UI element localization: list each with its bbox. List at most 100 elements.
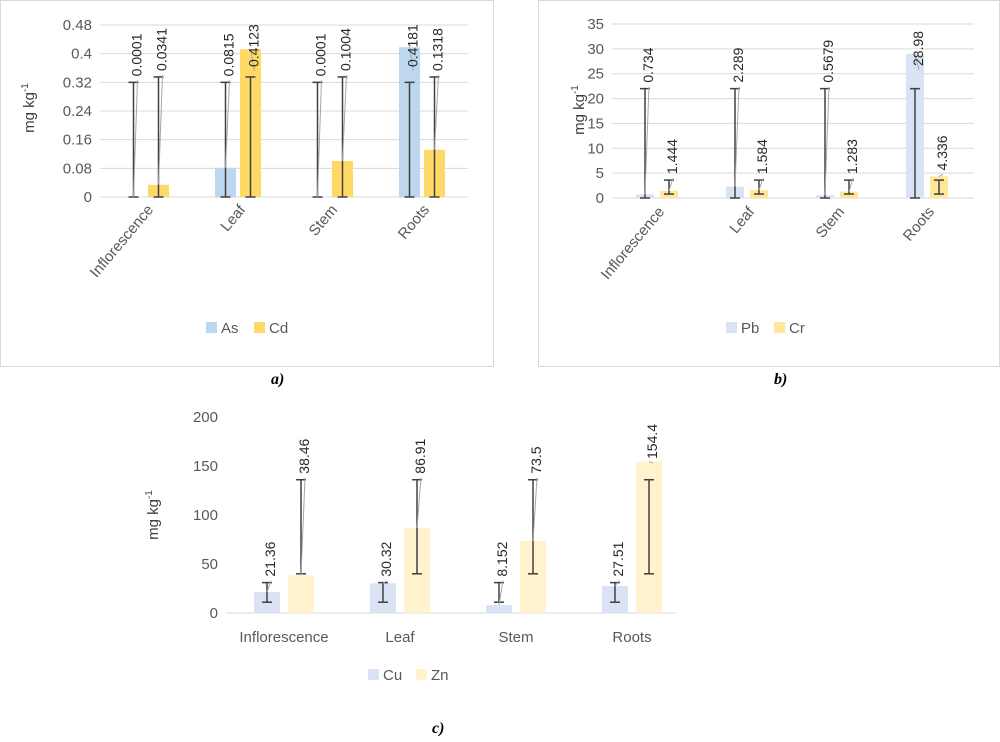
caption-c: c) [432,720,445,737]
x-tick-label: Leaf [726,203,758,237]
y-tick-label: 50 [201,556,218,573]
chart-a-frame [0,0,494,367]
data-label-Cr-stem: 1.283 [844,139,860,174]
chart-a-panel: 0 0.08 0.16 0.24 0.32 0.4 0.48 mg kg-1 0.0001 0.0… [0,0,494,367]
y-tick-label: 0.08 [63,160,92,177]
y-tick-label: 25 [587,66,604,83]
data-label-leader [648,461,654,464]
x-tick-label: Roots [900,204,938,245]
x-tick-label: Inflorescence [598,204,668,283]
data-label-Cd-leaf: 0.4123 [246,24,262,67]
data-label-leader [300,477,306,576]
data-label-Cu-inflorescence: 21.36 [262,541,278,576]
x-tick-label: Inflorescence [239,629,328,646]
data-label-leader [382,580,388,584]
data-label-leader [225,80,230,168]
legend-swatch-Zn [416,669,427,680]
legend-label-Cu: Cu [383,667,402,684]
data-label-Pb-leaf: 2.289 [730,47,746,82]
x-tick-label: Roots [612,629,651,646]
bar-Cu-stem [486,605,512,613]
data-label-leader [250,49,255,72]
legend-swatch-Cr [774,322,785,333]
data-label-As-inflorescence: 0.0001 [129,33,145,76]
data-label-leader [266,580,272,593]
bar-Zn-inflorescence [288,575,314,613]
data-label-As-stem: 0.0001 [313,33,329,76]
y-axis-label: mg kg-1 [144,490,162,540]
data-label-leader [317,80,322,197]
data-label-leader [644,86,650,195]
legend-swatch-Cu [368,669,379,680]
y-tick-label: 0.4 [71,46,92,63]
y-tick-label: 150 [193,458,218,475]
data-label-leader [824,86,830,196]
data-label-leader [498,580,504,606]
data-label-Cu-stem: 8.152 [494,541,510,576]
chart-c: 0 50 100 150 200 mg kg-1 21.36 38.46 Inflorescen… [144,409,676,684]
y-tick-label: 0.48 [63,17,92,34]
legend-label-Pb: Pb [741,320,759,337]
data-label-Pb-stem: 0.5679 [820,40,836,83]
data-label-Zn-roots: 154.4 [644,424,660,459]
y-tick-label: 10 [587,140,604,157]
data-label-leader [914,53,920,71]
y-tick-label: 30 [587,41,604,58]
x-tick-label: Roots [395,202,433,243]
data-label-Pb-inflorescence: 0.734 [640,47,656,82]
data-label-Pb-roots: 28.98 [910,31,926,66]
data-label-leader [758,177,764,191]
data-label-Zn-stem: 73.5 [528,446,544,473]
data-label-Cd-inflorescence: 0.0341 [154,28,170,71]
y-tick-label: 15 [587,115,604,132]
legend-label-Cr: Cr [789,320,805,337]
y-tick-label: 5 [596,165,604,182]
data-label-Cr-roots: 4.336 [934,135,950,170]
legend-swatch-As [206,322,217,333]
data-label-Cd-stem: 0.1004 [338,28,354,71]
y-tick-label: 20 [587,91,604,108]
data-label-leader [668,177,674,191]
legend-label-Cd: Cd [269,320,288,337]
data-label-Cr-leaf: 1.584 [754,139,770,174]
bar-Cr-stem [840,191,858,198]
data-label-leader [133,80,138,197]
x-tick-label: Stem [813,204,849,242]
data-label-leader [409,47,414,72]
y-tick-label: 0.24 [63,103,92,120]
data-label-leader [848,177,854,192]
caption-a: a) [271,371,285,388]
y-tick-label: 0 [84,189,92,206]
y-tick-label: 100 [193,507,218,524]
chart-b-panel: 0 5 10 15 20 25 30 35 mg kg-1 0.734 1.444 Infloresc… [538,0,1000,367]
data-label-As-roots: 0.4181 [405,24,421,67]
legend-swatch-Pb [726,322,737,333]
data-label-leader [734,86,740,187]
x-tick-label: Stem [306,202,342,240]
data-label-As-leaf: 0.0815 [221,33,237,76]
y-axis-label: mg kg-1 [20,83,38,133]
data-label-leader [434,74,439,150]
data-label-leader [158,74,163,185]
y-tick-label: 200 [193,409,218,426]
y-tick-label: 35 [587,16,604,33]
x-tick-label: Stem [498,629,533,646]
data-label-leader [416,477,422,528]
data-label-Zn-leaf: 86.91 [412,438,428,473]
data-label-leader [342,74,347,162]
data-label-Cu-roots: 27.51 [610,541,626,576]
data-label-Cr-inflorescence: 1.444 [664,139,680,174]
y-axis-label: mg kg-1 [570,85,588,135]
data-label-leader [532,477,538,542]
legend-swatch-Cd [254,322,265,333]
data-label-Zn-inflorescence: 38.46 [296,438,312,473]
y-tick-label: 0 [596,190,604,207]
data-label-leader [938,173,944,177]
data-label-Cu-leaf: 30.32 [378,541,394,576]
x-tick-label: Inflorescence [87,202,157,281]
y-tick-label: 0.16 [63,132,92,149]
chart-b: 0 5 10 15 20 25 30 35 mg kg-1 0.734 1.444 Infloresc… [570,16,974,337]
x-tick-label: Leaf [385,629,415,646]
x-tick-label: Leaf [217,201,249,235]
chart-a: 0 0.08 0.16 0.24 0.32 0.4 0.48 mg kg-1 0.0001 0.0… [20,17,468,337]
